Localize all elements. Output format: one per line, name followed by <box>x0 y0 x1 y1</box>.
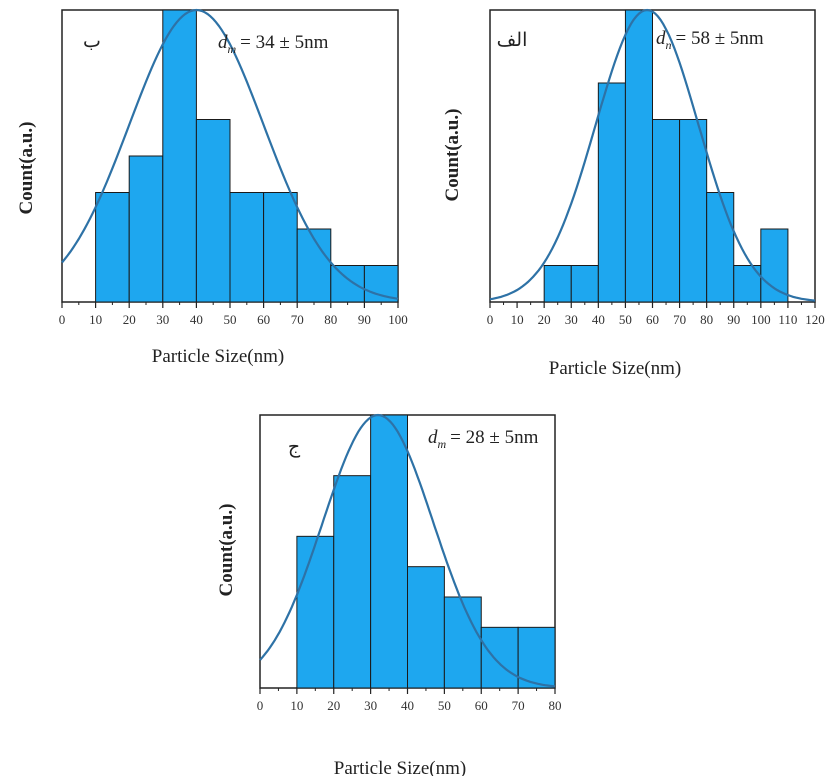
x-tick-label: 60 <box>646 312 659 327</box>
y-axis-label: Count(a.u.) <box>442 109 463 202</box>
x-tick-label: 30 <box>364 698 377 713</box>
x-tick-label: 90 <box>358 312 371 327</box>
x-tick-label: 100 <box>388 312 408 327</box>
x-tick-label: 70 <box>673 312 686 327</box>
histogram-bar <box>128 155 164 303</box>
x-tick-label: 30 <box>156 312 169 327</box>
x-tick-label: 40 <box>190 312 203 327</box>
x-tick-label: 10 <box>290 698 303 713</box>
histogram-panel-jim: 0 10 20 30 40 50 60 70 80 ج dm = 28 ± 5nm Particl… <box>210 390 610 779</box>
histogram-bar <box>570 265 599 303</box>
histogram-bar <box>95 192 130 303</box>
x-tick-label: 50 <box>438 698 451 713</box>
x-tick-label: 80 <box>700 312 713 327</box>
histogram-bar <box>407 566 445 689</box>
x-tick-label: 60 <box>257 312 270 327</box>
gaussian-fit-curve <box>61 8 399 300</box>
x-tick-label: 60 <box>475 698 488 713</box>
histogram-bar <box>480 626 519 689</box>
histogram-bar <box>517 626 556 689</box>
x-tick-label: 120 <box>805 312 825 327</box>
x-tick-label: 30 <box>565 312 578 327</box>
x-tick-label: 10 <box>89 312 102 327</box>
bars <box>95 9 399 303</box>
histogram-bar <box>162 9 197 303</box>
x-tick-label: 10 <box>511 312 524 327</box>
panel-label: ج <box>288 437 301 458</box>
histogram-bar <box>363 265 399 303</box>
fit-annotation: dm = 28 ± 5nm <box>428 427 539 451</box>
fit-annotation: dn = 58 ± 5nm <box>656 28 764 52</box>
x-tick-label: 20 <box>327 698 340 713</box>
bars <box>296 414 556 689</box>
histogram-panel-b: 0 10 20 30 40 50 60 70 80 90 100 ب dm = 34 ± 5nm Pa… <box>0 0 420 370</box>
histogram-panel-alef: 0 10 20 30 40 50 60 70 80 90 100 110 120 الف dn = 58 … <box>420 0 825 390</box>
bars <box>543 9 789 303</box>
gaussian-fit-curve <box>489 8 816 302</box>
y-axis-label: Count(a.u.) <box>16 122 37 215</box>
histogram-bar <box>679 119 708 303</box>
x-tick-label: 70 <box>291 312 304 327</box>
histogram-bar <box>652 119 681 303</box>
x-axis-label: Particle Size(nm) <box>549 358 681 379</box>
histogram-bar <box>229 192 265 303</box>
histogram-bar <box>543 265 572 303</box>
x-tick-label: 80 <box>324 312 337 327</box>
x-tick-label: 20 <box>538 312 551 327</box>
panel-label: الف <box>497 30 528 51</box>
x-tick-label: 50 <box>619 312 632 327</box>
panel-label: ب <box>83 31 101 52</box>
histogram-bar <box>370 414 408 689</box>
histogram-bar <box>296 535 335 689</box>
histogram-bar <box>195 119 231 303</box>
histogram-bar <box>760 228 789 303</box>
histogram-bar <box>330 265 365 303</box>
histogram-b-svg: 0 10 20 30 40 50 60 70 80 90 100 ب dm = 34 ± 5nm Pa… <box>16 8 408 367</box>
fit-annotation: dm = 34 ± 5nm <box>218 32 329 56</box>
histogram-bar <box>333 475 372 689</box>
x-axis-label: Particle Size(nm) <box>334 758 466 776</box>
histogram-bar <box>443 596 482 689</box>
x-tick-label: 70 <box>512 698 525 713</box>
y-axis-label: Count(a.u.) <box>216 504 237 597</box>
x-tick-label: 20 <box>123 312 136 327</box>
x-ticks: 0 10 20 30 40 50 60 70 80 90 100 <box>59 302 408 327</box>
gaussian-fit-curve <box>259 413 556 688</box>
x-tick-label: 40 <box>592 312 605 327</box>
x-tick-label: 0 <box>257 698 264 713</box>
x-tick-label: 80 <box>549 698 562 713</box>
histogram-bar <box>706 192 735 303</box>
x-tick-label: 0 <box>59 312 66 327</box>
x-tick-label: 40 <box>401 698 414 713</box>
histogram-alef-svg: 0 10 20 30 40 50 60 70 80 90 100 110 120 الف dn = 58 … <box>442 8 825 379</box>
histogram-bar <box>597 82 626 303</box>
x-tick-label: 110 <box>778 312 797 327</box>
x-tick-label: 100 <box>751 312 771 327</box>
histogram-bar <box>263 192 298 303</box>
x-tick-label: 90 <box>727 312 740 327</box>
x-ticks: 0 10 20 30 40 50 60 70 80 90 100 110 120 <box>487 302 825 327</box>
histogram-jim-svg: 0 10 20 30 40 50 60 70 80 ج dm = 28 ± 5nm Particl… <box>216 413 562 779</box>
x-tick-label: 50 <box>224 312 237 327</box>
x-tick-label: 0 <box>487 312 494 327</box>
histogram-bar <box>624 9 654 303</box>
x-ticks: 0 10 20 30 40 50 60 70 80 <box>257 688 562 713</box>
x-axis-label: Particle Size(nm) <box>152 346 284 367</box>
